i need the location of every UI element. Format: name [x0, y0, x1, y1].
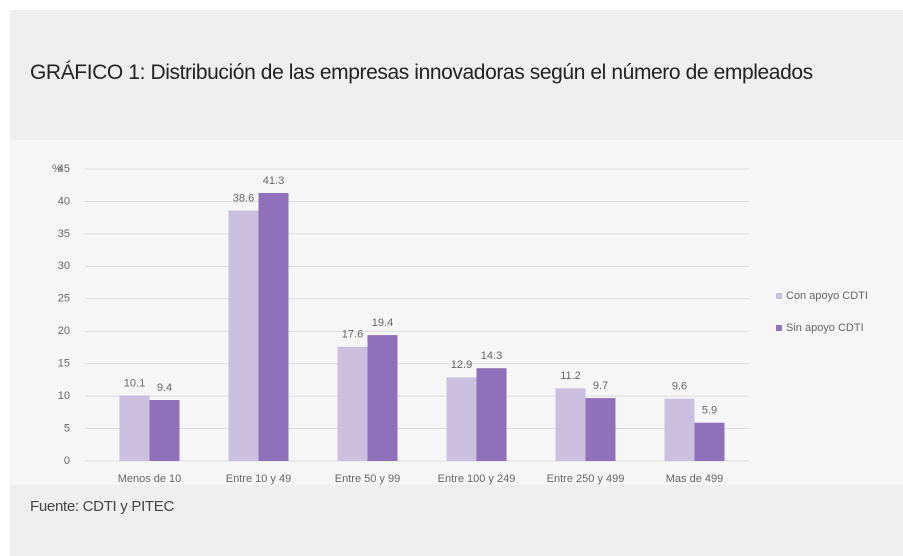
bar	[149, 400, 180, 461]
bar	[337, 346, 368, 461]
data-label: 9.6	[672, 381, 687, 393]
x-tick-label: Entre 10 y 49	[226, 473, 291, 485]
y-tick-label: 45	[58, 163, 70, 175]
data-label: 19.4	[372, 317, 393, 329]
y-tick-label: 20	[58, 325, 70, 337]
source-note: Fuente: CDTI y PITEC	[30, 498, 175, 515]
x-tick-label: Menos de 10	[118, 473, 182, 485]
x-tick-label: Mas de 499	[666, 473, 723, 485]
y-axis-label: %	[52, 163, 62, 175]
data-label: 17.6	[342, 329, 363, 341]
data-label: 9.4	[157, 382, 172, 394]
bar	[585, 398, 616, 461]
y-tick-label: 35	[58, 228, 70, 240]
data-label: 14.3	[481, 350, 502, 362]
data-label: 10.1	[124, 377, 145, 389]
y-tick-label: 5	[64, 422, 70, 434]
legend-swatch	[776, 293, 782, 299]
data-label: 9.7	[593, 380, 608, 392]
x-tick-label: Entre 100 y 249	[438, 473, 516, 485]
y-tick-label: 0	[64, 455, 70, 467]
legend-label: Con apoyo CDTI	[786, 290, 868, 302]
bar	[446, 377, 477, 461]
bar	[228, 210, 259, 461]
data-label: 12.9	[451, 359, 472, 371]
y-tick-label: 40	[58, 195, 70, 207]
legend-label: Sin apoyo CDTI	[786, 322, 864, 334]
chart-title: GRÁFICO 1: Distribución de las empresas …	[30, 61, 813, 84]
bar	[476, 368, 507, 461]
bar	[694, 422, 725, 461]
bar	[258, 193, 289, 461]
data-label: 41.3	[263, 175, 284, 187]
bar	[555, 388, 586, 461]
legend-swatch	[776, 325, 782, 331]
y-tick-label: 25	[58, 293, 70, 305]
bar	[367, 335, 398, 461]
data-label: 11.2	[560, 370, 581, 382]
y-tick-label: 30	[58, 260, 70, 272]
data-label: 38.6	[233, 192, 254, 204]
bar	[664, 398, 695, 461]
bar	[119, 395, 150, 461]
x-tick-label: Entre 250 y 499	[547, 473, 625, 485]
data-label: 5.9	[702, 405, 717, 417]
x-tick-label: Entre 50 y 99	[335, 473, 400, 485]
y-tick-label: 15	[58, 358, 70, 370]
y-tick-label: 10	[58, 390, 70, 402]
